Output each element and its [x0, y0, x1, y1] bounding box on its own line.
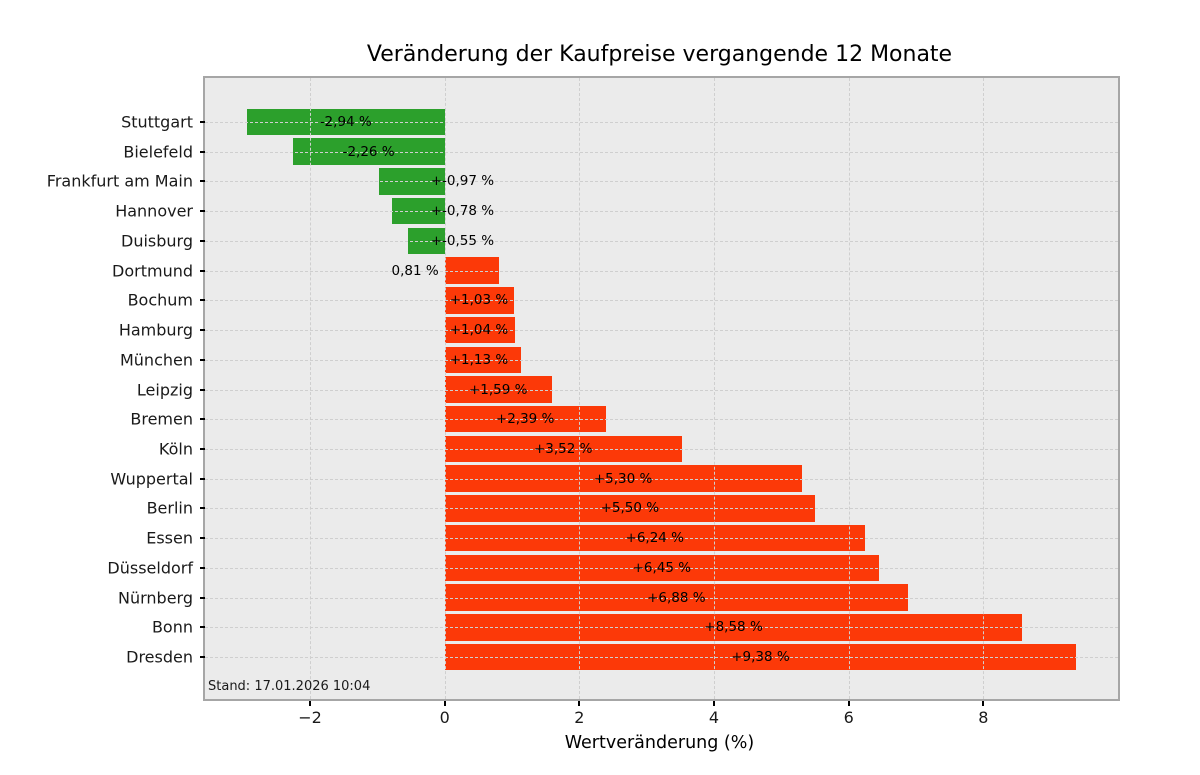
vertical-gridline: [848, 78, 850, 699]
y-tick-mark: [200, 329, 205, 332]
x-axis-label: Wertveränderung (%): [564, 733, 755, 753]
bar-value-label-stuttgart: -2,94 %: [319, 113, 372, 130]
y-tick-label-wuppertal: Wuppertal: [110, 469, 193, 489]
bar-value-label-leipzig: +1,59 %: [468, 381, 528, 398]
x-tick-mark: [982, 701, 985, 706]
y-tick-label-m-nchen: München: [119, 350, 193, 370]
y-tick-label-hannover: Hannover: [115, 201, 193, 221]
y-tick-mark: [200, 269, 205, 272]
horizontal-gridline: [205, 538, 1118, 540]
bar-value-label-dortmund: 0,81 %: [391, 262, 439, 279]
y-tick-label-bremen: Bremen: [130, 409, 193, 429]
stand-timestamp: Stand: 17.01.2026 10:04: [208, 679, 371, 694]
vertical-gridline: [714, 78, 716, 699]
y-tick-label-leipzig: Leipzig: [136, 380, 193, 399]
vertical-gridline: [310, 78, 312, 699]
horizontal-gridline: [205, 508, 1118, 510]
bar-value-label-bremen: +2,39 %: [495, 411, 555, 428]
bar-value-label-d-sseldorf: +6,45 %: [632, 559, 692, 576]
y-tick-mark: [200, 596, 205, 599]
y-tick-mark: [200, 507, 205, 510]
bar-value-label-duisburg: +-0,55 %: [430, 232, 495, 249]
bar-value-label-m-nchen: +1,13 %: [449, 351, 509, 368]
horizontal-gridline: [205, 597, 1118, 599]
x-tick-label: −2: [298, 708, 322, 727]
chart-title: Veränderung der Kaufpreise vergangende 1…: [366, 42, 953, 67]
horizontal-gridline: [205, 419, 1118, 421]
y-tick-label-bielefeld: Bielefeld: [123, 142, 193, 162]
y-tick-label-bochum: Bochum: [127, 290, 193, 310]
horizontal-gridline: [205, 270, 1118, 272]
vertical-gridline: [444, 78, 446, 699]
y-tick-label-hamburg: Hamburg: [118, 320, 193, 340]
y-tick-mark: [200, 210, 205, 213]
bar-value-label-hamburg: +1,04 %: [449, 322, 509, 339]
horizontal-gridline: [205, 359, 1118, 361]
y-tick-mark: [200, 477, 205, 480]
y-tick-label-dortmund: Dortmund: [112, 261, 193, 281]
bar-value-label-k-ln: +3,52 %: [533, 440, 593, 457]
y-tick-mark: [200, 150, 205, 153]
y-tick-label-n-rnberg: Nürnberg: [118, 588, 193, 608]
y-tick-label-d-sseldorf: Düsseldorf: [107, 558, 193, 578]
y-tick-mark: [200, 358, 205, 361]
vertical-gridline: [983, 78, 985, 699]
y-tick-mark: [200, 120, 205, 123]
horizontal-gridline: [205, 478, 1118, 480]
y-tick-mark: [200, 418, 205, 421]
horizontal-gridline: [205, 300, 1118, 302]
x-tick-mark: [713, 701, 716, 706]
y-tick-label-duisburg: Duisburg: [121, 231, 193, 251]
horizontal-gridline: [205, 657, 1118, 659]
y-tick-mark: [200, 239, 205, 242]
bar-value-label-berlin: +5,50 %: [600, 500, 660, 517]
bar-value-label-frankfurt-am-main: +-0,97 %: [430, 173, 495, 190]
horizontal-gridline: [205, 181, 1118, 183]
x-tick-mark: [847, 701, 850, 706]
y-tick-label-stuttgart: Stuttgart: [121, 112, 193, 132]
y-tick-mark: [200, 299, 205, 302]
bar-value-label-bielefeld: -2,26 %: [342, 143, 395, 160]
horizontal-gridline: [205, 448, 1118, 450]
y-tick-label-berlin: Berlin: [146, 498, 193, 518]
y-tick-label-frankfurt-am-main: Frankfurt am Main: [46, 171, 193, 191]
y-tick-mark: [200, 656, 205, 659]
bar-value-label-bonn: +8,58 %: [704, 619, 763, 636]
horizontal-gridline: [205, 330, 1118, 332]
bar-value-label-essen: +6,24 %: [625, 530, 685, 547]
bar-value-label-wuppertal: +5,30 %: [593, 470, 653, 487]
y-tick-mark: [200, 566, 205, 569]
horizontal-gridline: [205, 151, 1118, 153]
x-tick-mark: [309, 701, 312, 706]
y-tick-label-dresden: Dresden: [126, 647, 193, 667]
x-tick-label: 2: [574, 708, 585, 727]
horizontal-gridline: [205, 240, 1118, 242]
horizontal-gridline: [205, 211, 1118, 213]
horizontal-gridline: [205, 121, 1118, 123]
y-tick-mark: [200, 537, 205, 540]
y-tick-mark: [200, 180, 205, 183]
bar-value-label-bochum: +1,03 %: [449, 292, 509, 309]
bar-value-label-dresden: +9,38 %: [731, 649, 790, 666]
x-tick-label: 8: [978, 708, 989, 727]
bar-value-label-n-rnberg: +6,88 %: [647, 589, 706, 606]
plot-area: -2,94 % -2,26 % +-0,97 % +-0,78 % +-0,55 % 0,…: [203, 76, 1120, 701]
y-tick-label-essen: Essen: [146, 528, 193, 548]
y-tick-label-bonn: Bonn: [151, 617, 193, 637]
horizontal-gridline: [205, 389, 1118, 391]
x-tick-label: 0: [439, 708, 450, 727]
x-tick-mark: [443, 701, 446, 706]
x-tick-mark: [578, 701, 581, 706]
y-tick-label-k-ln: Köln: [158, 439, 193, 459]
y-tick-mark: [200, 626, 205, 629]
horizontal-gridline: [205, 567, 1118, 569]
y-tick-mark: [200, 447, 205, 450]
x-tick-label: 4: [708, 708, 720, 727]
vertical-gridline: [579, 78, 581, 699]
bar-value-label-hannover: +-0,78 %: [430, 203, 495, 220]
horizontal-gridline: [205, 627, 1118, 629]
x-tick-label: 6: [843, 708, 854, 727]
y-tick-mark: [200, 388, 205, 391]
